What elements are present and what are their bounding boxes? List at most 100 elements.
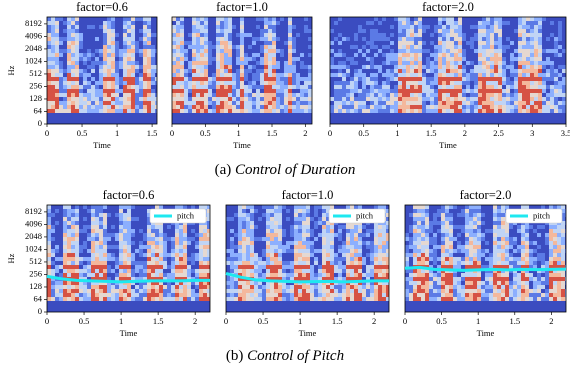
spectrogram-cell xyxy=(250,281,254,285)
spectrogram-cell xyxy=(258,257,262,261)
spectrogram-cell xyxy=(446,73,450,77)
spectrogram-cell xyxy=(449,221,453,225)
spectrogram-cell xyxy=(258,297,262,301)
spectrogram-cell xyxy=(322,257,326,261)
spectrogram-cell xyxy=(71,297,75,301)
spectrogram-cell xyxy=(47,289,51,293)
spectrogram-cell xyxy=(362,89,366,93)
spectrogram-cell xyxy=(486,73,490,77)
spectrogram-cell xyxy=(83,277,87,281)
spectrogram-cell xyxy=(260,105,264,109)
spectrogram-cell xyxy=(240,37,244,41)
spectrogram-cell xyxy=(47,65,51,69)
spectrogram-cell xyxy=(469,217,473,221)
spectrogram-cell xyxy=(358,273,362,277)
spectrogram-cell xyxy=(506,89,510,93)
spectrogram-cell xyxy=(196,101,200,105)
spectrogram-cell xyxy=(350,245,354,249)
spectrogram-cell xyxy=(159,205,163,209)
spectrogram-cell xyxy=(55,29,59,33)
spectrogram-cell xyxy=(534,109,538,113)
spectrogram-cell xyxy=(493,241,497,245)
spectrogram-cell xyxy=(486,65,490,69)
spectrogram-cell xyxy=(422,109,426,113)
spectrogram-cell xyxy=(183,249,187,253)
spectrogram-cell xyxy=(127,225,131,229)
spectrogram-cell xyxy=(187,297,191,301)
spectrogram-cell xyxy=(83,105,87,109)
spectrogram-cell xyxy=(111,41,115,45)
spectrogram-cell xyxy=(533,261,537,265)
spectrogram-cell xyxy=(338,85,342,89)
spectrogram-cell xyxy=(63,21,67,25)
spectrogram-cell xyxy=(159,273,163,277)
spectrogram-cell xyxy=(354,269,358,273)
spectrogram-cell xyxy=(553,269,557,273)
spectrogram-cell xyxy=(482,33,486,37)
spectrogram-cell xyxy=(441,217,445,221)
spectrogram-cell xyxy=(175,265,179,269)
spectrogram-cell xyxy=(220,81,224,85)
spectrogram-cell xyxy=(204,57,208,61)
spectrogram-cell xyxy=(386,245,389,249)
spectrogram-cell xyxy=(522,41,526,45)
spectrogram-cell xyxy=(550,49,554,53)
spectrogram-cell xyxy=(553,241,557,245)
spectrogram-cell xyxy=(127,77,131,81)
spectrogram-cell xyxy=(506,109,510,113)
spectrogram-cell xyxy=(445,233,449,237)
spectrogram-cell xyxy=(55,209,59,213)
spectrogram-cell xyxy=(442,101,446,105)
spectrogram-cell xyxy=(207,265,210,269)
spectrogram-cell xyxy=(482,73,486,77)
spectrogram-cell xyxy=(264,77,268,81)
spectrogram-cell xyxy=(103,33,107,37)
spectrogram-cell xyxy=(83,205,87,209)
spectrogram-cell xyxy=(466,105,470,109)
spectrogram-cell xyxy=(402,105,406,109)
spectrogram-cell xyxy=(95,105,99,109)
spectrogram-cell xyxy=(350,249,354,253)
spectrogram-cell xyxy=(382,85,386,89)
spectrogram-cell xyxy=(207,293,210,297)
spectrogram-cell xyxy=(350,241,354,245)
spectrogram-cell xyxy=(59,41,63,45)
spectrogram-cell xyxy=(55,77,59,81)
spectrogram-cell xyxy=(51,269,55,273)
spectrogram-cell xyxy=(561,217,565,221)
spectrogram-cell xyxy=(143,105,147,109)
spectrogram-cell xyxy=(103,41,107,45)
spectrogram-cell xyxy=(230,277,234,281)
spectrogram-cell xyxy=(47,49,51,53)
spectrogram-cell xyxy=(473,217,477,221)
spectrogram-cell xyxy=(230,265,234,269)
spectrogram-cell xyxy=(254,225,258,229)
spectrogram-cell xyxy=(338,93,342,97)
spectrogram-cell xyxy=(473,253,477,257)
spectrogram-cell xyxy=(450,73,454,77)
spectrogram-cell xyxy=(494,49,498,53)
spectrogram-cell xyxy=(290,293,294,297)
spectrogram-cell xyxy=(513,241,517,245)
spectrogram-cell xyxy=(51,53,55,57)
spectrogram-cell xyxy=(426,105,430,109)
spectrogram-cell xyxy=(103,217,107,221)
spectrogram-cell xyxy=(63,273,67,277)
spectrogram-cell xyxy=(119,49,123,53)
spectrogram-cell xyxy=(260,17,264,21)
spectrogram-cell xyxy=(358,77,362,81)
spectrogram-cell xyxy=(486,57,490,61)
spectrogram-cell xyxy=(292,73,296,77)
spectrogram-cell xyxy=(514,49,518,53)
spectrogram-cell xyxy=(402,97,406,101)
spectrogram-cell xyxy=(187,241,191,245)
spectrogram-cell xyxy=(429,285,433,289)
spectrogram-cell xyxy=(474,101,478,105)
spectrogram-cell xyxy=(362,225,366,229)
spectrogram-cell xyxy=(228,101,232,105)
spectrogram-cell xyxy=(67,293,71,297)
spectrogram-cell xyxy=(334,253,338,257)
spectrogram-cell xyxy=(550,21,554,25)
spectrogram-cell xyxy=(433,277,437,281)
spectrogram-cell xyxy=(230,253,234,257)
